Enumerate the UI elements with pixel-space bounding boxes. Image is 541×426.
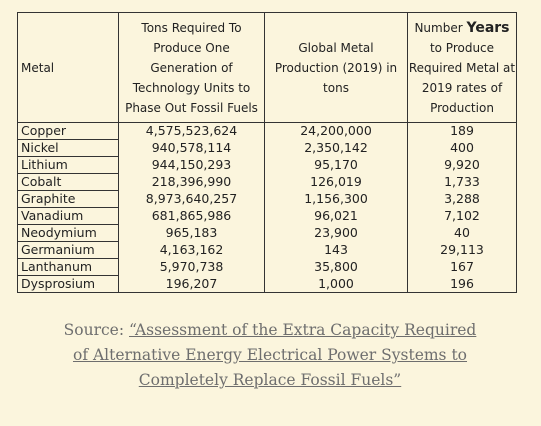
cell-production: 24,200,000 xyxy=(264,122,408,140)
cell-tons: 940,578,114 xyxy=(118,139,265,157)
header-years-bold: Years xyxy=(466,19,510,36)
cell-tons: 8,973,640,257 xyxy=(118,190,265,208)
cell-metal: Dysprosium xyxy=(17,275,119,293)
cell-years: 189 xyxy=(407,122,517,140)
cell-production: 2,350,142 xyxy=(264,139,408,157)
cell-tons: 4,163,162 xyxy=(118,241,265,259)
header-global-production: Global Metal Production (2019) in tons xyxy=(264,12,408,123)
cell-production: 96,021 xyxy=(264,207,408,225)
cell-years: 196 xyxy=(407,275,517,293)
cell-production: 1,156,300 xyxy=(264,190,408,208)
cell-years: 3,288 xyxy=(407,190,517,208)
table-row: Cobalt 218,396,990 126,019 1,733 xyxy=(17,173,517,191)
cell-production: 23,900 xyxy=(264,224,408,242)
cell-production: 126,019 xyxy=(264,173,408,191)
metal-requirements-table-container: Metal Tons Required To Produce One Gener… xyxy=(17,12,517,293)
cell-years: 7,102 xyxy=(407,207,517,225)
cell-tons: 4,575,523,624 xyxy=(118,122,265,140)
header-years: Number Years to Produce Required Metal a… xyxy=(407,12,517,123)
cell-metal: Vanadium xyxy=(17,207,119,225)
table-row: Lanthanum 5,970,738 35,800 167 xyxy=(17,258,517,276)
cell-years: 40 xyxy=(407,224,517,242)
header-years-pre: Number xyxy=(414,20,467,35)
cell-years: 29,113 xyxy=(407,241,517,259)
cell-years: 9,920 xyxy=(407,156,517,174)
cell-tons: 965,183 xyxy=(118,224,265,242)
cell-production: 95,170 xyxy=(264,156,408,174)
cell-metal: Nickel xyxy=(17,139,119,157)
cell-metal: Graphite xyxy=(17,190,119,208)
cell-production: 35,800 xyxy=(264,258,408,276)
header-years-post: to Produce Required Metal at 2019 rates … xyxy=(408,40,516,115)
cell-metal: Neodymium xyxy=(17,224,119,242)
cell-tons: 944,150,293 xyxy=(118,156,265,174)
source-citation: Source: “Assessment of the Extra Capacit… xyxy=(60,318,480,393)
header-tons-required: Tons Required To Produce One Generation … xyxy=(118,12,265,123)
table-row: Lithium 944,150,293 95,170 9,920 xyxy=(17,156,517,174)
table-row: Graphite 8,973,640,257 1,156,300 3,288 xyxy=(17,190,517,208)
cell-tons: 681,865,986 xyxy=(118,207,265,225)
table-header-row: Metal Tons Required To Produce One Gener… xyxy=(17,12,517,123)
cell-metal: Lanthanum xyxy=(17,258,119,276)
cell-years: 1,733 xyxy=(407,173,517,191)
source-prefix: Source: xyxy=(63,321,130,339)
cell-years: 400 xyxy=(407,139,517,157)
table-row: Nickel 940,578,114 2,350,142 400 xyxy=(17,139,517,157)
header-metal: Metal xyxy=(17,12,119,123)
table-row: Germanium 4,163,162 143 29,113 xyxy=(17,241,517,259)
cell-production: 1,000 xyxy=(264,275,408,293)
source-link[interactable]: “Assessment of the Extra Capacity Requir… xyxy=(72,321,477,389)
cell-tons: 196,207 xyxy=(118,275,265,293)
cell-metal: Copper xyxy=(17,122,119,140)
cell-metal: Lithium xyxy=(17,156,119,174)
metal-requirements-table: Metal Tons Required To Produce One Gener… xyxy=(17,12,517,293)
cell-metal: Cobalt xyxy=(17,173,119,191)
cell-years: 167 xyxy=(407,258,517,276)
cell-tons: 5,970,738 xyxy=(118,258,265,276)
table-row: Vanadium 681,865,986 96,021 7,102 xyxy=(17,207,517,225)
cell-metal: Germanium xyxy=(17,241,119,259)
table-row: Neodymium 965,183 23,900 40 xyxy=(17,224,517,242)
cell-tons: 218,396,990 xyxy=(118,173,265,191)
cell-production: 143 xyxy=(264,241,408,259)
table-row: Dysprosium 196,207 1,000 196 xyxy=(17,275,517,293)
table-row: Copper 4,575,523,624 24,200,000 189 xyxy=(17,122,517,140)
